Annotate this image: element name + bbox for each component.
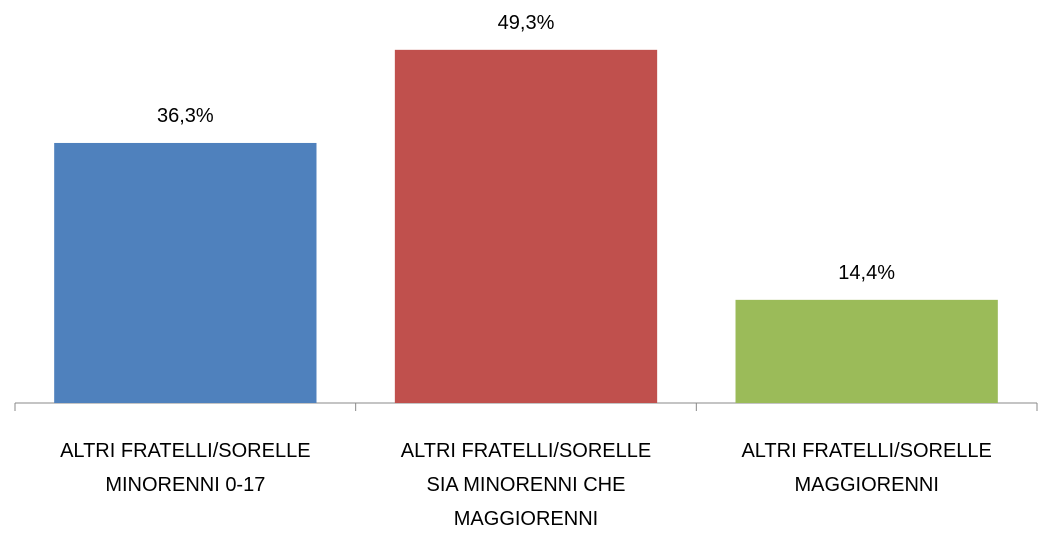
value-label: 14,4% — [838, 262, 895, 284]
bar — [54, 142, 317, 403]
x-tick-label: ALTRI FRATELLI/SORELLE MINORENNI 0-17 — [60, 440, 310, 496]
x-tick-label: ALTRI FRATELLI/SORELLE SIA MINORENNI CHE M… — [401, 440, 651, 530]
value-label: 36,3% — [157, 105, 214, 127]
bar — [735, 299, 998, 403]
value-label: 49,3% — [498, 12, 555, 34]
bar — [394, 49, 658, 403]
x-tick-label: ALTRI FRATELLI/SORELLE MAGGIORENNI — [741, 440, 991, 496]
